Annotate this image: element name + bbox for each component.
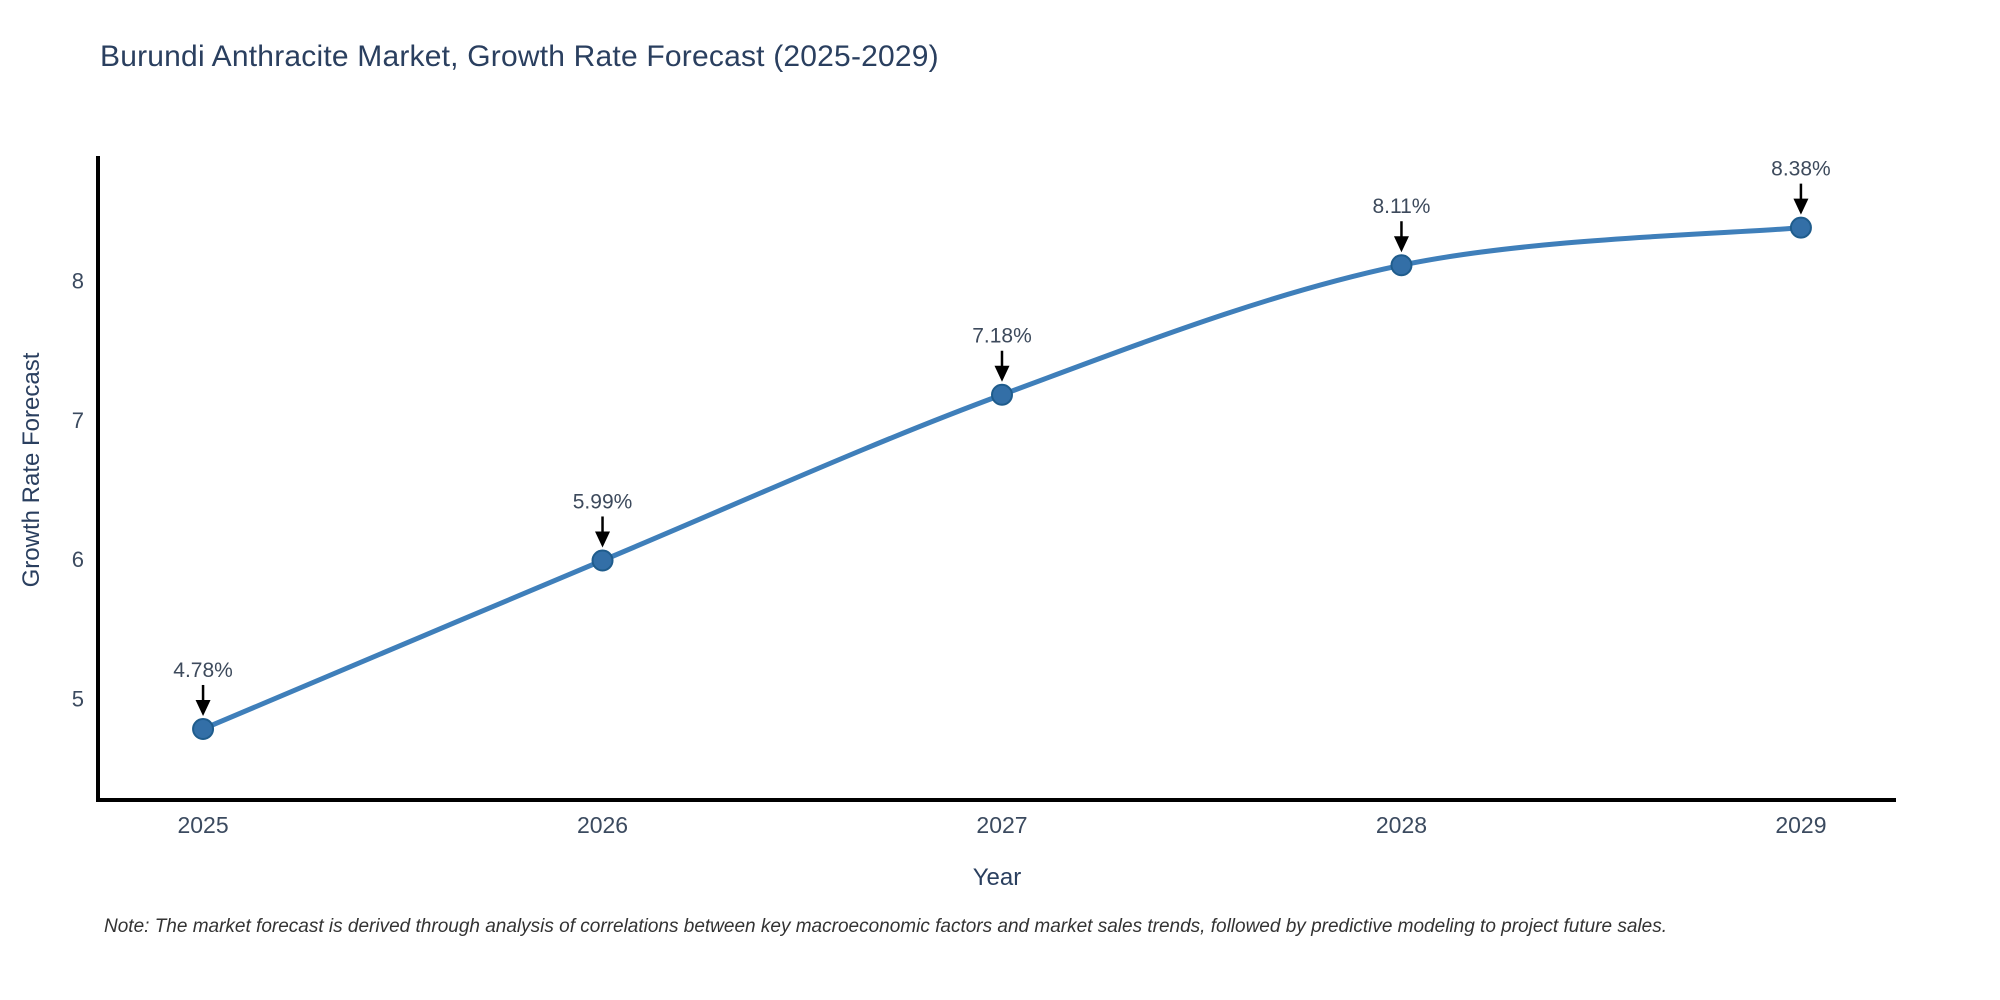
data-point-marker — [1789, 216, 1812, 239]
data-point-label: 4.78% — [173, 659, 233, 682]
chart-title: Burundi Anthracite Market, Growth Rate F… — [100, 40, 939, 73]
x-axis-title: Year — [972, 864, 1022, 891]
data-point-label: 5.99% — [573, 490, 633, 513]
x-tick-label: 2028 — [1376, 812, 1427, 838]
data-point-marker — [990, 383, 1013, 406]
data-point-marker — [192, 717, 215, 740]
data-point-label: 8.38% — [1771, 158, 1831, 181]
annotation-arrowhead — [195, 699, 211, 716]
data-point-marker — [1390, 254, 1413, 277]
annotation-arrowhead — [994, 365, 1010, 382]
data-point-label: 7.18% — [972, 325, 1032, 348]
annotation-arrowhead — [1793, 198, 1809, 215]
x-tick-label: 2026 — [577, 812, 628, 838]
y-axis-title: Growth Rate Forecast — [18, 352, 45, 588]
data-point-marker — [591, 549, 614, 572]
y-tick-label: 6 — [72, 547, 84, 572]
x-tick-label: 2025 — [177, 812, 228, 838]
y-tick-label: 7 — [72, 408, 84, 433]
x-tick-label: 2027 — [976, 812, 1027, 838]
footnote: Note: The market forecast is derived thr… — [104, 916, 1667, 937]
data-point-label: 8.11% — [1372, 195, 1430, 218]
y-tick-label: 8 — [72, 269, 84, 294]
annotation-arrowhead — [595, 531, 611, 548]
trend-line — [200, 225, 1804, 732]
annotation-arrowhead — [1393, 236, 1409, 253]
y-tick-label: 5 — [72, 686, 84, 711]
x-tick-label: 2029 — [1775, 812, 1826, 838]
